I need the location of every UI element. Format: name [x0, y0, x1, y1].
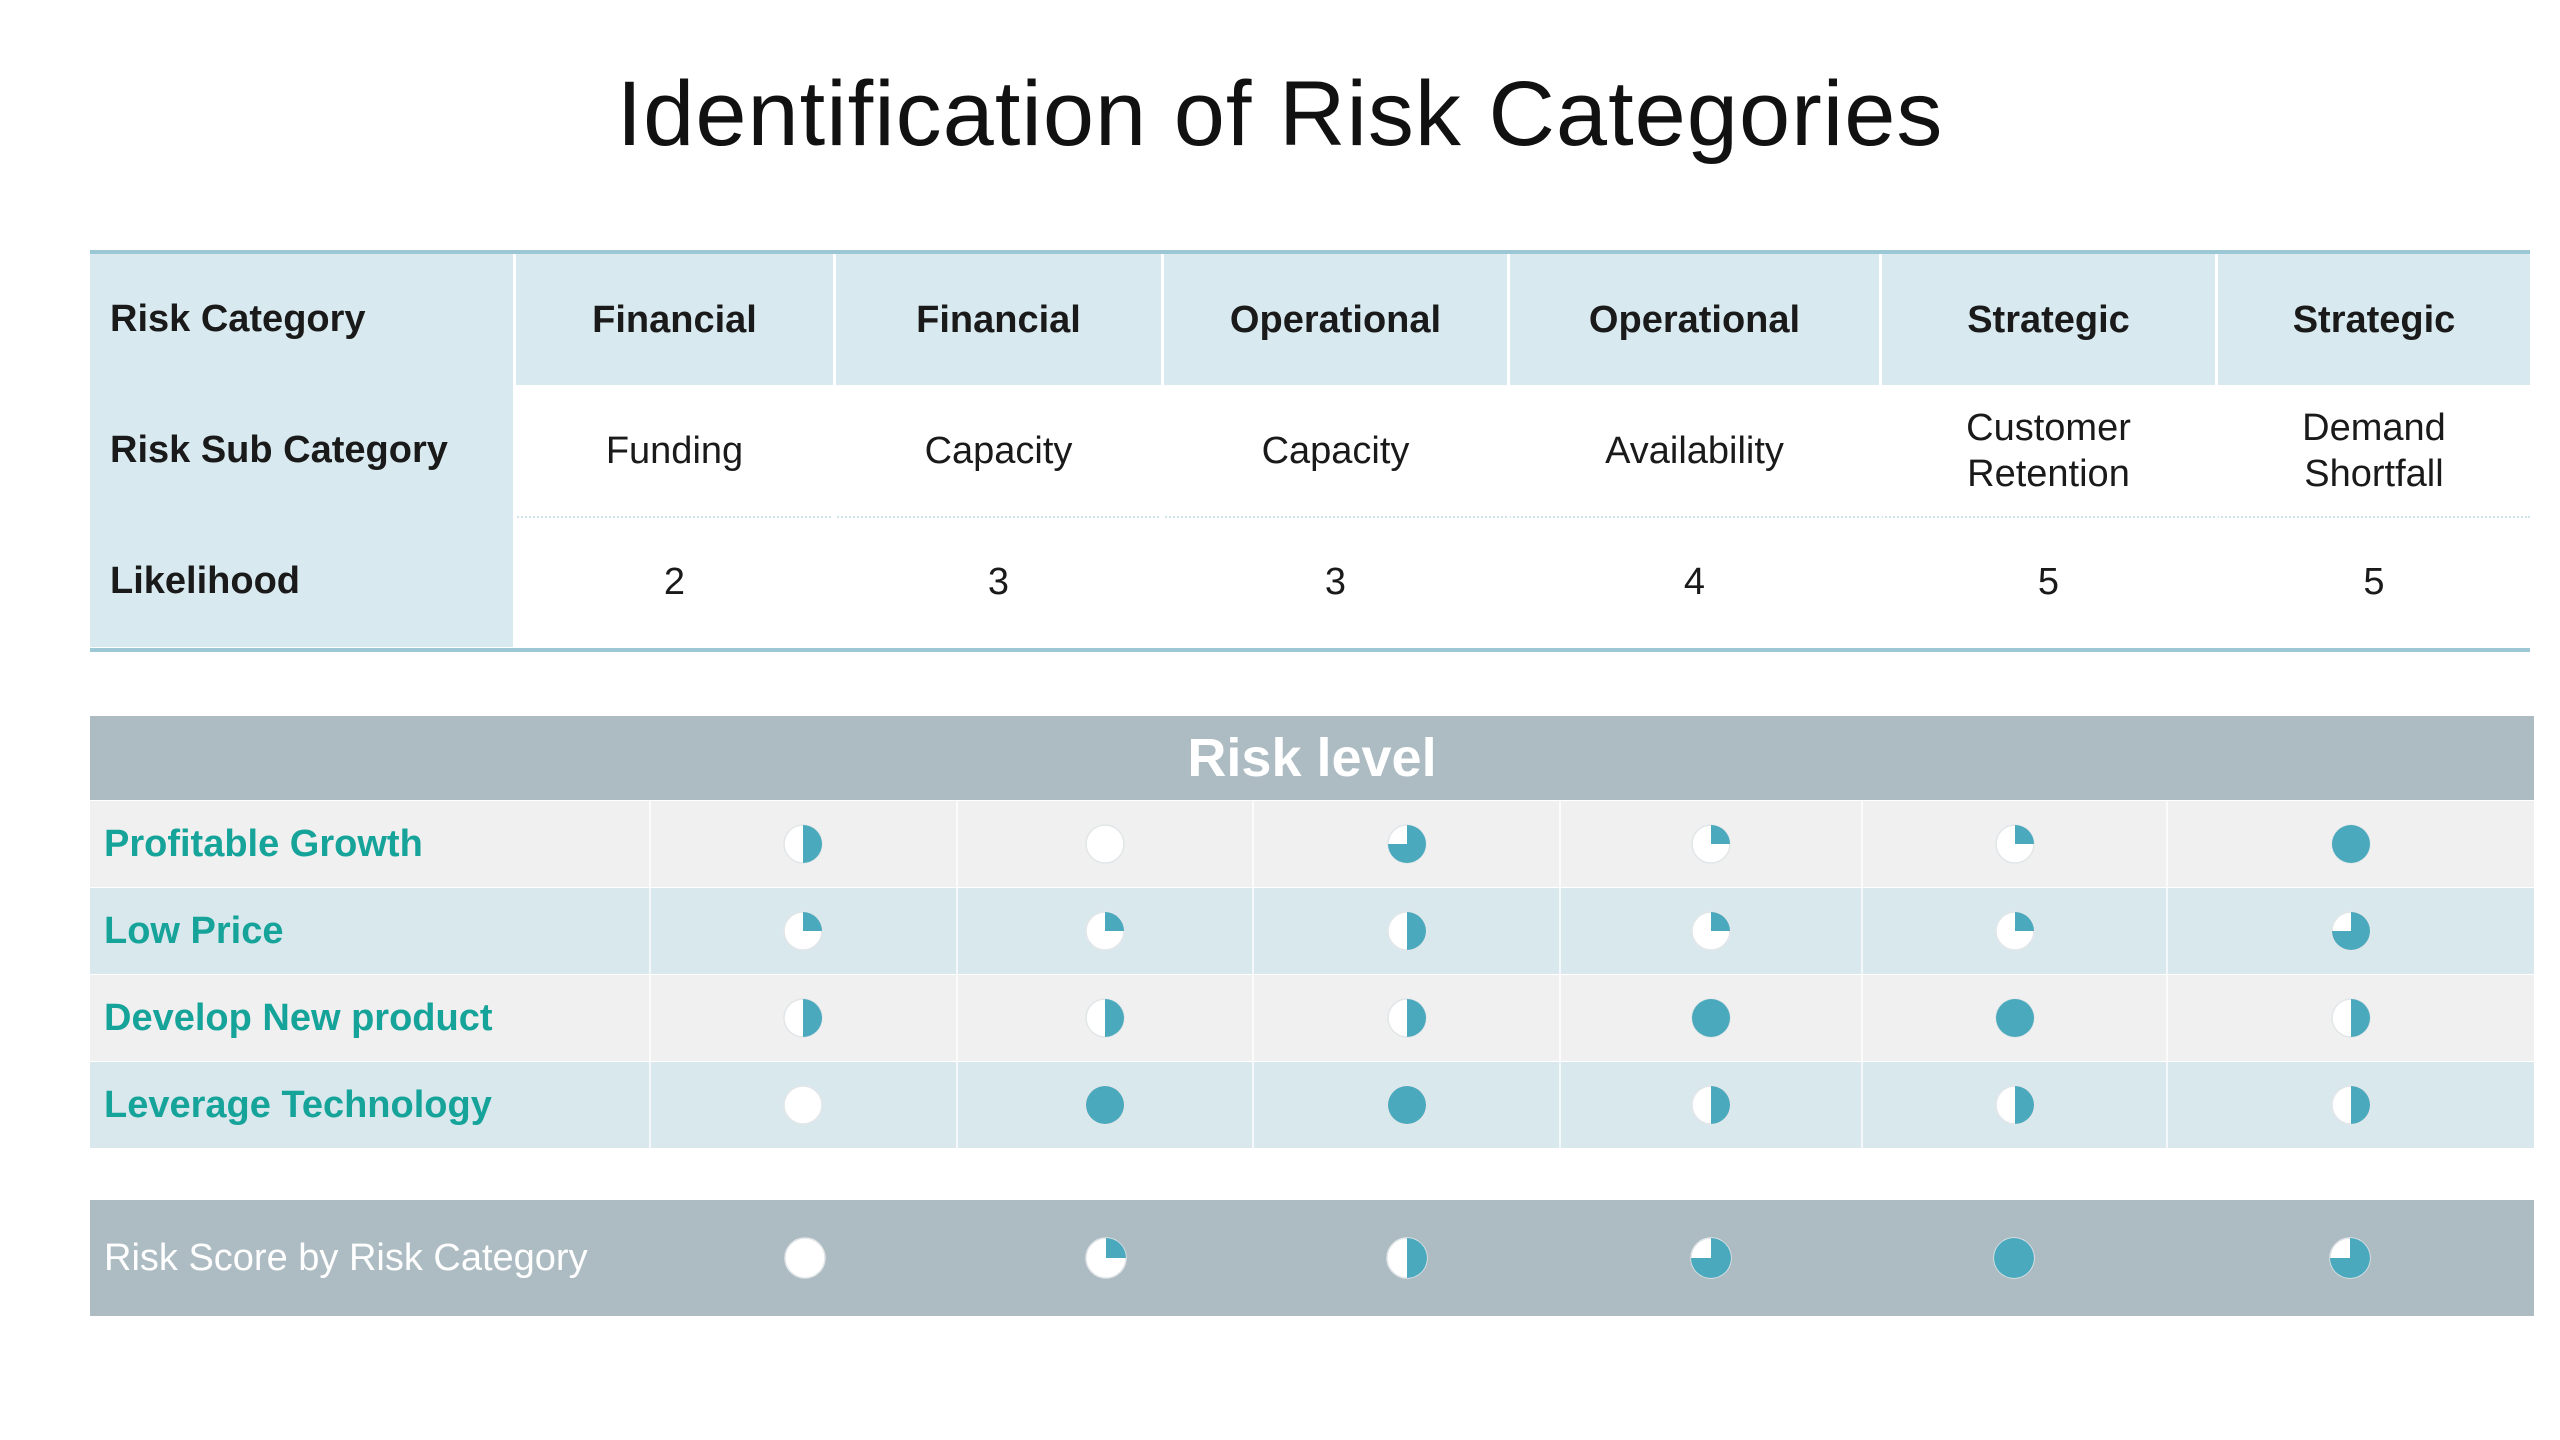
harvey-ball-icon: [1085, 1085, 1125, 1125]
harvey-ball-icon: [1085, 998, 1125, 1038]
harvey-ball-icon: [1690, 1237, 1732, 1279]
risk-row: Leverage Technology: [90, 1062, 2534, 1148]
risk-category-row: Risk Category Financial Financial Operat…: [90, 254, 2530, 385]
risk-level-cell: [955, 801, 1253, 887]
harvey-ball-icon: [783, 1085, 824, 1125]
sub-category-cell: Availability: [1510, 385, 1882, 516]
risk-row: Profitable Growth: [90, 801, 2534, 887]
harvey-ball-icon: [1085, 824, 1125, 864]
likelihood-cell: 4: [1510, 516, 1882, 647]
harvey-ball-icon: [1386, 1085, 1427, 1125]
harvey-ball-icon: [1994, 1085, 2035, 1125]
likelihood-cell: 2: [516, 516, 836, 647]
risk-level-cell: [1558, 1062, 1862, 1148]
risk-score-cell: [1560, 1200, 1862, 1316]
category-cell: Operational: [1510, 254, 1882, 385]
risk-score-cell: [1862, 1200, 2166, 1316]
harvey-ball-icon: [783, 911, 824, 951]
category-cell: Financial: [516, 254, 836, 385]
category-cell: Operational: [1164, 254, 1510, 385]
category-cell: Financial: [836, 254, 1164, 385]
risk-level-cell: [1861, 801, 2165, 887]
risk-level-cell: [649, 801, 955, 887]
risk-row: Develop New product: [90, 975, 2534, 1061]
risk-level-header: Risk level: [90, 716, 2534, 800]
risk-level-cell: [955, 975, 1253, 1061]
sub-category-cell: Demand Shortfall: [2302, 406, 2446, 495]
risk-row-label: Profitable Growth: [104, 822, 423, 865]
risk-level-cell: [1252, 801, 1558, 887]
category-cell: Strategic: [1882, 254, 2218, 385]
harvey-ball-icon: [2331, 998, 2371, 1038]
risk-level-cell: [955, 888, 1253, 974]
risk-level-cell: [1252, 975, 1558, 1061]
harvey-ball-icon: [1994, 824, 2035, 864]
likelihood-row: Likelihood 2 3 3 4 5 5: [90, 516, 2530, 647]
likelihood-cell: 5: [2363, 560, 2385, 603]
likelihood-cell: 3: [836, 516, 1164, 647]
risk-level-cell: [649, 1062, 955, 1148]
risk-level-cell: [649, 888, 955, 974]
risk-level-cell: [1252, 1062, 1558, 1148]
risk-score-row: Risk Score by Risk Category: [90, 1200, 2534, 1316]
harvey-ball-icon: [783, 824, 824, 864]
row-label: Risk Sub Category: [90, 385, 516, 516]
risk-level-cell: [1558, 975, 1862, 1061]
risk-score-cell: [958, 1200, 1254, 1316]
risk-level-cell: [1558, 888, 1862, 974]
harvey-ball-icon: [1994, 998, 2035, 1038]
sub-category-cell: Customer Retention: [1882, 385, 2218, 516]
risk-level-cell: [1861, 888, 2165, 974]
harvey-ball-icon: [2331, 1085, 2371, 1125]
row-label: Risk Category: [90, 254, 516, 385]
risk-level-cell: [2165, 801, 2534, 887]
harvey-ball-icon: [1994, 911, 2035, 951]
sub-category-cell: Capacity: [836, 385, 1164, 516]
row-label: Likelihood: [90, 516, 516, 647]
harvey-ball-icon: [1691, 911, 1731, 951]
harvey-ball-icon: [1691, 1085, 1731, 1125]
harvey-ball-icon: [1993, 1237, 2035, 1279]
risk-level-cell: [2165, 975, 2534, 1061]
risk-row: Low Price: [90, 888, 2534, 974]
risk-row-label: Leverage Technology: [104, 1083, 492, 1126]
harvey-ball-icon: [1085, 911, 1125, 951]
harvey-ball-icon: [2331, 824, 2371, 864]
harvey-ball-icon: [784, 1237, 826, 1279]
harvey-ball-icon: [2329, 1237, 2371, 1279]
risk-score-label: Risk Score by Risk Category: [104, 1236, 588, 1279]
risk-score-cell: [652, 1200, 958, 1316]
harvey-ball-icon: [2331, 911, 2371, 951]
sub-category-cell: Funding: [516, 385, 836, 516]
risk-level-cell: [2165, 1062, 2534, 1148]
risk-row-label: Develop New product: [104, 996, 493, 1039]
harvey-ball-icon: [783, 998, 824, 1038]
harvey-ball-icon: [1386, 998, 1427, 1038]
risk-level-cell: [955, 1062, 1253, 1148]
risk-row-label: Low Price: [104, 909, 284, 952]
category-cell: Strategic: [2292, 298, 2456, 341]
harvey-ball-icon: [1386, 1237, 1428, 1279]
risk-level-cell: [1861, 1062, 2165, 1148]
page-title: Identification of Risk Categories: [616, 63, 1944, 165]
likelihood-cell: 3: [1164, 516, 1510, 647]
risk-level-cell: [649, 975, 955, 1061]
likelihood-cell: 5: [1882, 516, 2218, 647]
risk-level-cell: [1558, 801, 1862, 887]
risk-category-table: Risk Category Financial Financial Operat…: [90, 250, 2530, 652]
risk-score-cell: [2166, 1200, 2534, 1316]
harvey-ball-icon: [1386, 824, 1427, 864]
sub-category-cell: Capacity: [1164, 385, 1510, 516]
harvey-ball-icon: [1085, 1237, 1127, 1279]
harvey-ball-icon: [1691, 824, 1731, 864]
risk-level-cell: [1861, 975, 2165, 1061]
risk-level-cell: [1252, 888, 1558, 974]
risk-sub-category-row: Risk Sub Category Funding Capacity Capac…: [90, 385, 2530, 518]
risk-level-cell: [2165, 888, 2534, 974]
risk-score-cell: [1254, 1200, 1560, 1316]
harvey-ball-icon: [1386, 911, 1427, 951]
harvey-ball-icon: [1691, 998, 1731, 1038]
